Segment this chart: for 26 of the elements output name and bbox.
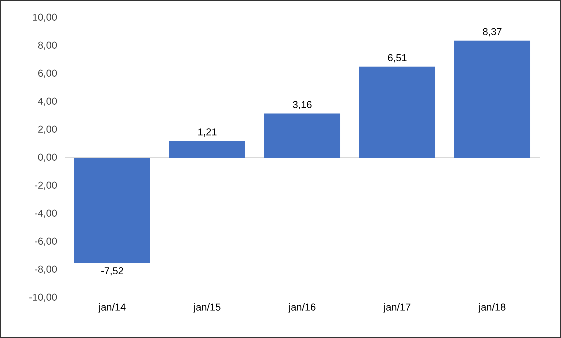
bar [360,66,436,158]
y-tick-label: -2,00 [35,182,58,190]
x-tick-label: jan/17 [384,304,411,313]
data-label: 1,21 [198,128,217,137]
x-tick-label: jan/15 [194,304,221,313]
bar [454,40,531,158]
y-tick-label: 10,00 [33,14,58,22]
y-tick-label: -4,00 [35,210,58,218]
data-label: -7,52 [102,267,124,276]
bar [170,141,246,158]
bar [264,114,341,158]
y-tick-label: -6,00 [35,238,58,246]
x-tick-label: jan/16 [288,304,316,313]
y-tick-label: 0,00 [38,154,58,162]
y-tick-label: 8,00 [38,42,58,50]
bar [74,158,150,264]
x-tick-label: jan/18 [478,304,506,313]
x-tick-label: jan/14 [98,304,126,313]
data-label: 6,51 [388,54,407,63]
y-tick-label: 2,00 [38,126,58,134]
data-label: 8,37 [483,28,502,37]
y-tick-label: -8,00 [35,266,58,274]
y-tick-label: -10,00 [30,294,58,302]
y-tick-label: 6,00 [38,70,58,78]
data-label: 3,16 [293,101,312,110]
y-tick-label: 4,00 [38,98,58,106]
